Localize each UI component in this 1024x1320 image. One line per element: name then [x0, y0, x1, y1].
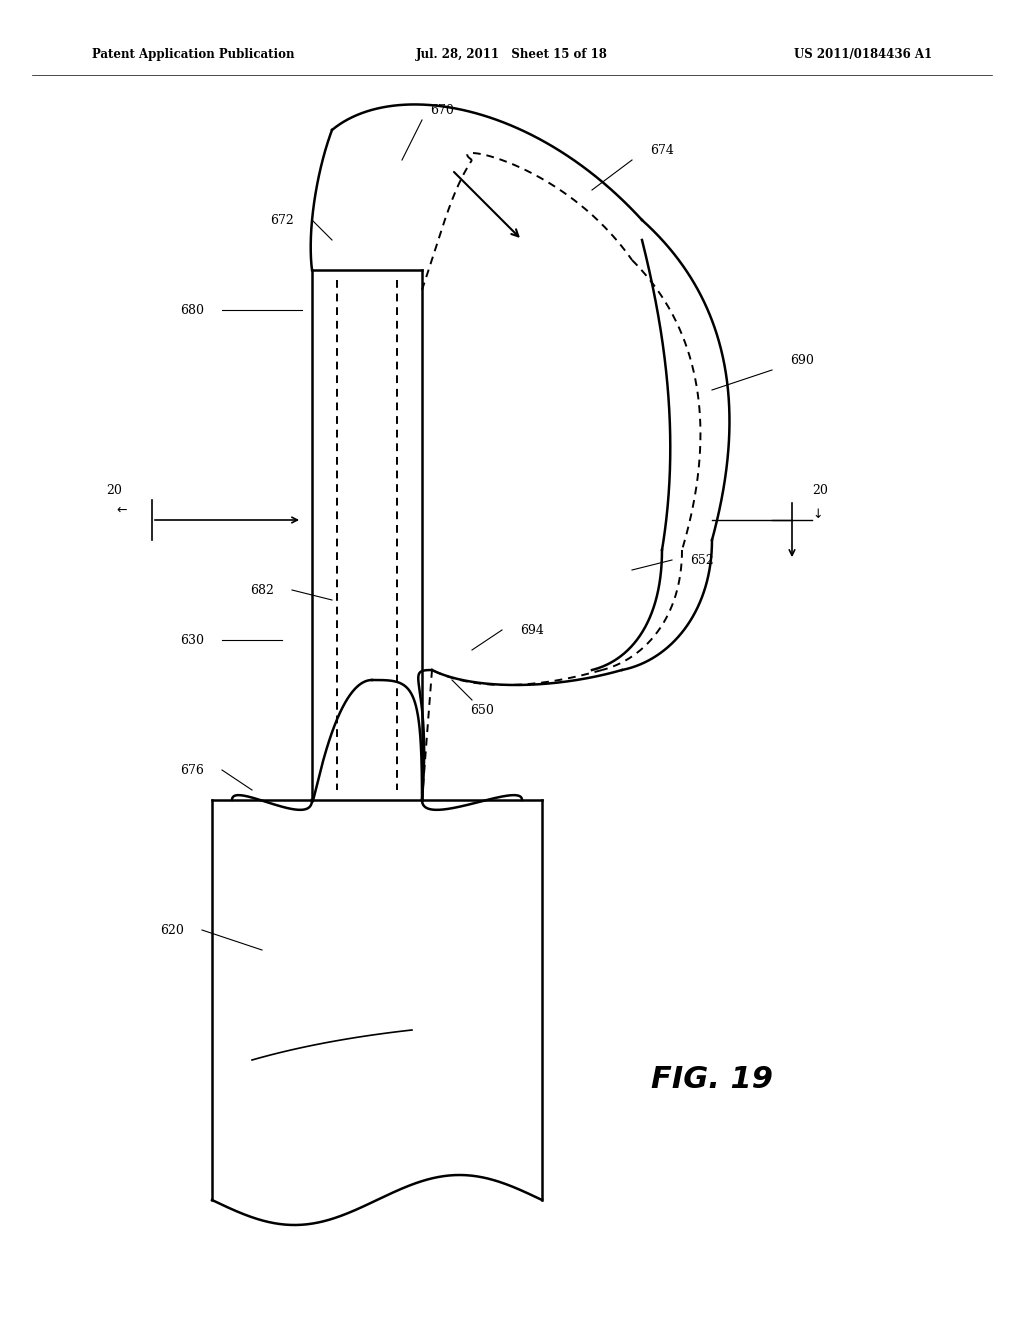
Text: 682: 682	[250, 583, 274, 597]
Text: 20: 20	[106, 483, 122, 496]
Text: 620: 620	[160, 924, 184, 936]
Text: 20: 20	[812, 483, 827, 496]
Text: Patent Application Publication: Patent Application Publication	[92, 48, 295, 61]
Text: 676: 676	[180, 763, 204, 776]
Text: Jul. 28, 2011   Sheet 15 of 18: Jul. 28, 2011 Sheet 15 of 18	[416, 48, 608, 61]
Text: ↓: ↓	[812, 508, 822, 521]
Text: US 2011/0184436 A1: US 2011/0184436 A1	[794, 48, 932, 61]
Text: 670: 670	[430, 103, 454, 116]
Text: 674: 674	[650, 144, 674, 157]
Text: 630: 630	[180, 634, 204, 647]
Text: 690: 690	[791, 354, 814, 367]
Text: 650: 650	[470, 704, 494, 717]
Text: ←: ←	[117, 503, 127, 516]
Text: 694: 694	[520, 623, 544, 636]
Text: 680: 680	[180, 304, 204, 317]
Text: FIG. 19: FIG. 19	[651, 1065, 773, 1094]
Text: 672: 672	[270, 214, 294, 227]
Text: 652: 652	[690, 553, 714, 566]
